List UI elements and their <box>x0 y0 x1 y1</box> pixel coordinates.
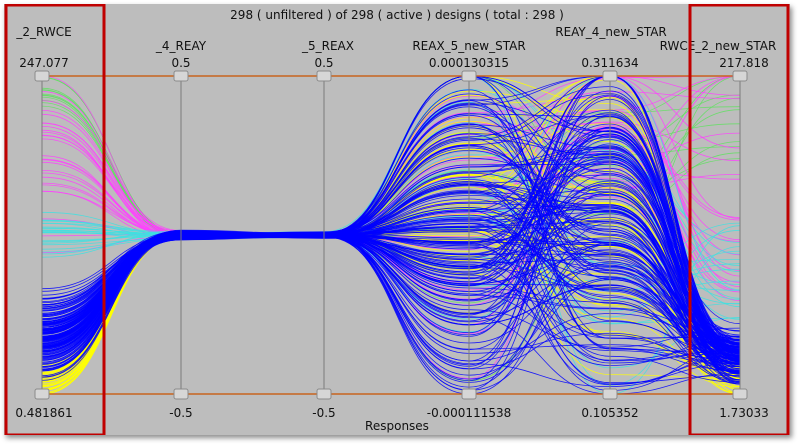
axis-min-label: -0.000111538 <box>427 406 512 420</box>
axis-name: REAY_4_new_STAR <box>555 25 667 39</box>
axis-min-label: 1.73033 <box>719 406 769 420</box>
axis-min-handle[interactable] <box>173 388 189 400</box>
design-line <box>41 182 741 346</box>
design-line <box>41 102 741 351</box>
highlight-box <box>688 4 790 435</box>
design-line <box>41 146 741 347</box>
axis-max-label: 247.077 <box>19 56 69 70</box>
axis-max-handle[interactable] <box>34 70 50 82</box>
design-lines <box>41 75 741 395</box>
axis-min-handle[interactable] <box>316 388 332 400</box>
design-line <box>41 234 741 358</box>
axis-max-handle[interactable] <box>602 70 618 82</box>
axes-layer <box>34 70 748 400</box>
design-line <box>41 149 741 381</box>
axis-name: _4_REAY <box>155 39 207 53</box>
axis-max-label: 0.5 <box>171 56 190 70</box>
axis-max-label: 0.5 <box>314 56 333 70</box>
chart-footer: Responses <box>365 419 429 433</box>
axis-labels: _2_RWCE 247.077 0.481861 _4_REAY 0.5 -0.5 _5_R… <box>15 25 776 420</box>
axis-min-label: -0.5 <box>312 406 335 420</box>
axis-max-label: 0.000130315 <box>429 56 509 70</box>
axis-min-label: 0.481861 <box>15 406 72 420</box>
chart-panel: 298 ( unfiltered ) of 298 ( active ) des… <box>4 4 790 435</box>
axis-max-handle[interactable] <box>461 70 477 82</box>
axis-max-label: 0.311634 <box>581 56 638 70</box>
axis-min-label: -0.5 <box>169 406 192 420</box>
axis-min-handle[interactable] <box>732 388 748 400</box>
axis-name: RWCE_2_new_STAR <box>660 39 777 53</box>
axis-max-label: 217.818 <box>719 56 769 70</box>
axis-name: REAX_5_new_STAR <box>412 39 525 53</box>
axis-name: _2_RWCE <box>15 25 71 39</box>
design-line <box>41 150 741 372</box>
highlight-boxes <box>4 4 790 435</box>
axis-name: _5_REAX <box>301 39 354 53</box>
axis-max-handle[interactable] <box>173 70 189 82</box>
axis-min-handle[interactable] <box>461 388 477 400</box>
design-line <box>41 75 741 283</box>
parallel-coordinates-chart: 298 ( unfiltered ) of 298 ( active ) des… <box>4 4 790 435</box>
highlight-box <box>4 4 106 435</box>
axis-min-label: 0.105352 <box>581 406 638 420</box>
design-line <box>41 91 741 379</box>
axis-min-handle[interactable] <box>34 388 50 400</box>
chart-header: 298 ( unfiltered ) of 298 ( active ) des… <box>230 8 564 22</box>
axis-max-handle[interactable] <box>732 70 748 82</box>
axis-min-handle[interactable] <box>602 388 618 400</box>
design-line <box>41 145 741 367</box>
axis-max-handle[interactable] <box>316 70 332 82</box>
design-line <box>41 152 741 360</box>
design-line <box>41 163 741 370</box>
